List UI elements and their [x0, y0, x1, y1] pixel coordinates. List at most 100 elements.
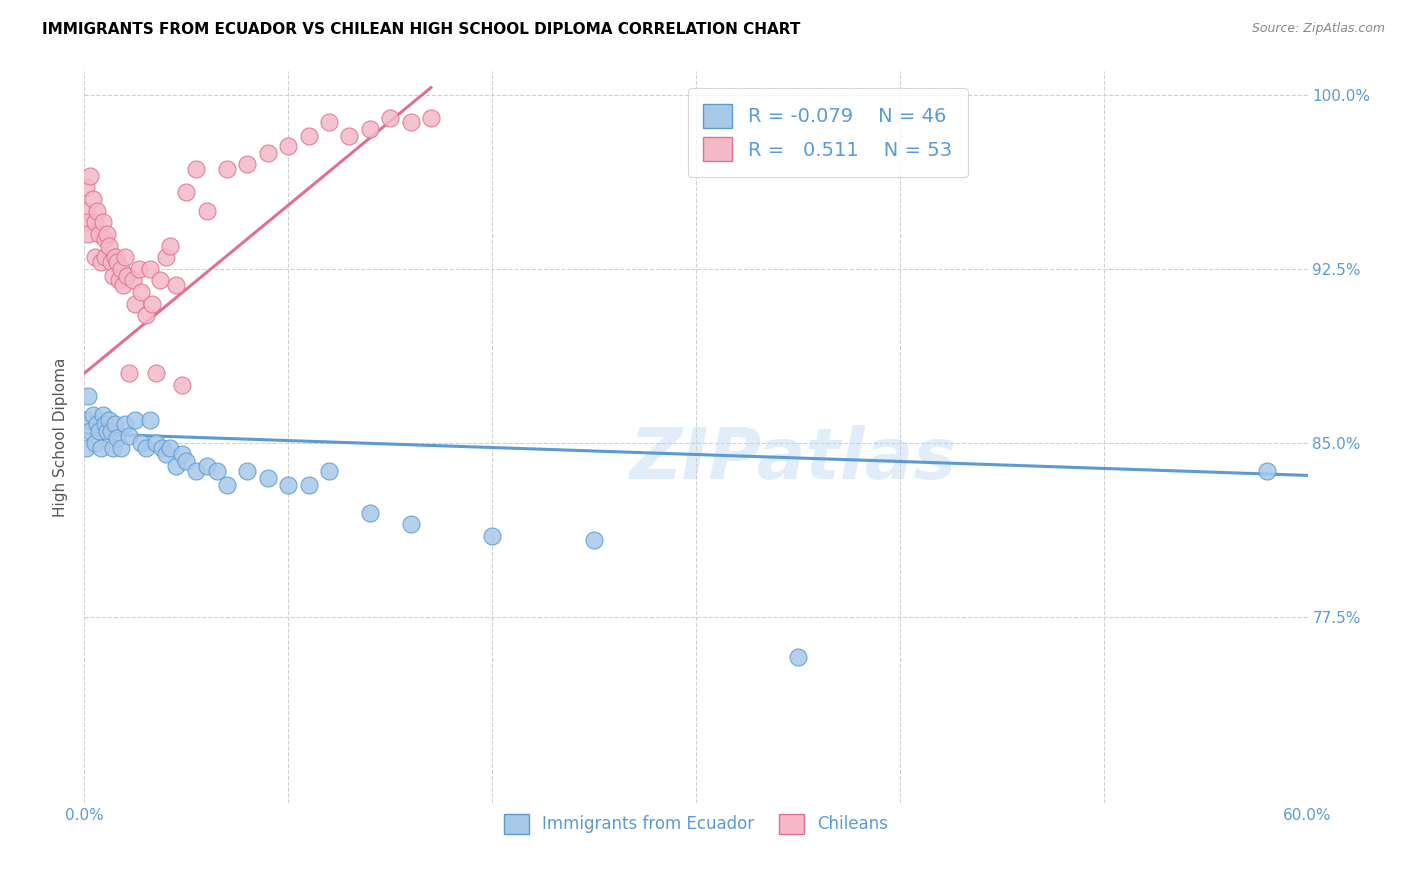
Point: [105, 254, 128, 268]
Point: [172, 448, 194, 462]
Point: [124, 412, 146, 426]
Point: [112, 277, 135, 292]
Point: [149, 273, 172, 287]
Point: [131, 285, 153, 299]
Point: [77, 389, 100, 403]
Point: [110, 261, 132, 276]
Point: [83, 436, 105, 450]
Point: [101, 268, 124, 283]
Point: [79, 169, 101, 183]
Point: [399, 517, 422, 532]
Point: [141, 296, 163, 310]
Point: [159, 238, 181, 252]
Point: [150, 441, 173, 455]
Point: [97, 412, 120, 426]
Point: [83, 215, 105, 229]
Point: [380, 111, 402, 125]
Point: [131, 436, 153, 450]
Point: [86, 417, 108, 432]
Point: [217, 477, 239, 491]
Text: Source: ZipAtlas.com: Source: ZipAtlas.com: [1251, 22, 1385, 36]
Point: [318, 115, 340, 129]
Point: [172, 377, 194, 392]
Point: [298, 477, 321, 491]
Point: [105, 431, 128, 445]
Point: [110, 441, 132, 455]
Point: [298, 129, 321, 144]
Point: [277, 138, 299, 153]
Point: [787, 649, 810, 664]
Point: [399, 115, 422, 129]
Point: [75, 412, 97, 426]
Point: [114, 250, 136, 264]
Point: [82, 192, 104, 206]
Point: [165, 459, 187, 474]
Point: [93, 417, 115, 432]
Point: [138, 412, 160, 426]
Point: [174, 454, 197, 468]
Point: [90, 441, 112, 455]
Point: [195, 203, 218, 218]
Point: [122, 273, 145, 287]
Point: [318, 464, 340, 478]
Point: [155, 448, 177, 462]
Point: [236, 464, 259, 478]
Point: [186, 464, 208, 478]
Point: [96, 227, 118, 241]
Point: [108, 273, 131, 287]
Point: [135, 308, 157, 322]
Point: [155, 250, 177, 264]
Point: [75, 215, 97, 229]
Point: [75, 441, 97, 455]
Point: [159, 441, 181, 455]
Y-axis label: High School Diploma: High School Diploma: [53, 358, 69, 516]
Point: [257, 471, 280, 485]
Point: [82, 408, 104, 422]
Point: [104, 417, 127, 432]
Point: [97, 238, 120, 252]
Point: [87, 424, 110, 438]
Point: [135, 441, 157, 455]
Point: [114, 417, 136, 432]
Point: [420, 111, 443, 125]
Point: [257, 145, 280, 160]
Point: [236, 157, 259, 171]
Point: [91, 408, 114, 422]
Point: [138, 261, 160, 276]
Point: [93, 250, 115, 264]
Point: [145, 366, 167, 380]
Point: [128, 261, 150, 276]
Text: IMMIGRANTS FROM ECUADOR VS CHILEAN HIGH SCHOOL DIPLOMA CORRELATION CHART: IMMIGRANTS FROM ECUADOR VS CHILEAN HIGH …: [42, 22, 800, 37]
Point: [118, 366, 141, 380]
Point: [75, 180, 97, 194]
Point: [100, 424, 122, 438]
Point: [195, 459, 218, 474]
Point: [186, 161, 208, 176]
Point: [217, 161, 239, 176]
Point: [91, 215, 114, 229]
Point: [96, 424, 118, 438]
Point: [86, 203, 108, 218]
Point: [90, 254, 112, 268]
Point: [1256, 464, 1278, 478]
Point: [87, 227, 110, 241]
Point: [104, 250, 127, 264]
Point: [174, 185, 197, 199]
Point: [339, 129, 361, 144]
Point: [77, 227, 100, 241]
Point: [277, 477, 299, 491]
Text: ZIPatlas: ZIPatlas: [630, 425, 957, 493]
Point: [145, 436, 167, 450]
Legend: Immigrants from Ecuador, Chileans: Immigrants from Ecuador, Chileans: [492, 802, 900, 846]
Point: [101, 441, 124, 455]
Point: [165, 277, 187, 292]
Point: [583, 533, 606, 548]
Point: [118, 429, 141, 443]
Point: [75, 203, 97, 218]
Point: [100, 254, 122, 268]
Point: [83, 250, 105, 264]
Point: [205, 464, 228, 478]
Point: [93, 231, 115, 245]
Point: [124, 296, 146, 310]
Point: [115, 268, 138, 283]
